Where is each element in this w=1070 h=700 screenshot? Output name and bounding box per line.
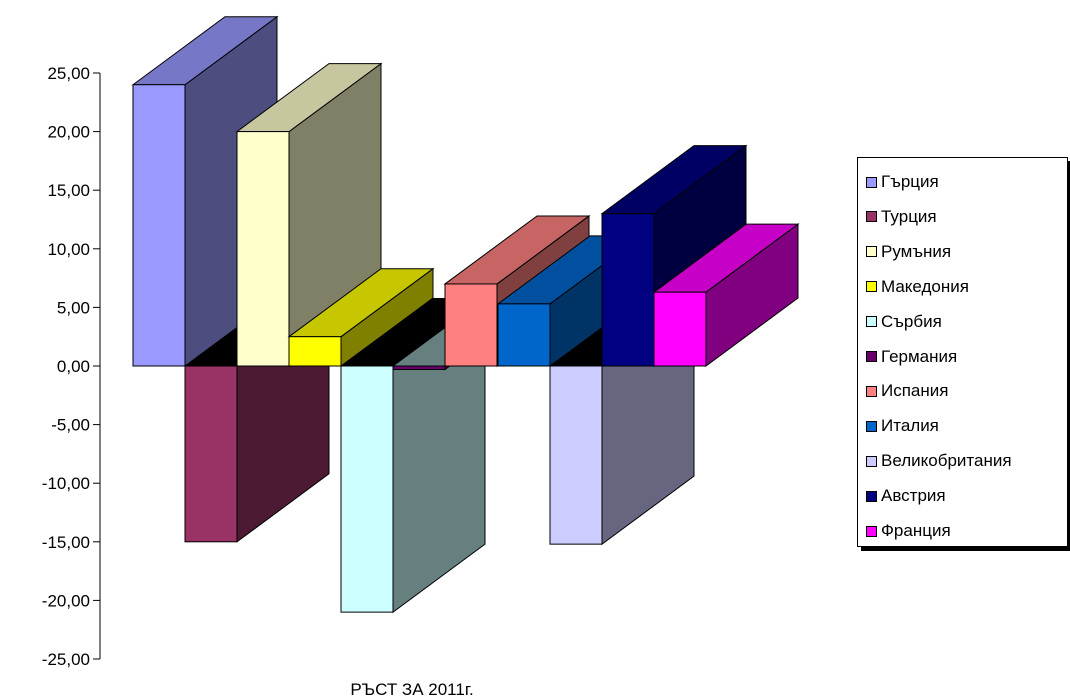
legend-swatch — [866, 455, 877, 467]
bar-front — [288, 336, 342, 367]
legend-label: Гърция — [881, 172, 939, 191]
legend-label: Турция — [881, 206, 937, 226]
legend-label: Великобритания — [881, 451, 1012, 471]
y-tick-label: -15,00 — [42, 533, 90, 552]
bar-front — [236, 131, 290, 367]
legend-swatch — [866, 211, 877, 223]
legend-item: Франция — [866, 518, 951, 544]
legend-swatch — [866, 385, 877, 397]
legend-swatch — [866, 281, 877, 293]
legend-swatch — [866, 176, 877, 188]
legend-swatch — [866, 246, 877, 258]
bar-front — [601, 213, 655, 367]
legend-label: Австрия — [881, 486, 946, 506]
x-axis-label: РЪСТ ЗА 2011г. — [350, 680, 473, 699]
legend-item: Македония — [866, 274, 969, 300]
legend-swatch — [866, 490, 877, 502]
bar-front — [132, 84, 186, 367]
y-tick-label: -10,00 — [42, 474, 90, 493]
legend-item: Австрия — [866, 483, 946, 509]
bar-front — [444, 283, 498, 367]
y-tick-label: 15,00 — [47, 181, 90, 200]
y-tick-label: 10,00 — [47, 240, 90, 259]
y-tick-label: 5,00 — [57, 298, 90, 317]
legend-item: Италия — [866, 413, 939, 439]
legend: Гърция Турция Румъния Македония Сърбия Герман… — [857, 157, 1068, 547]
legend-swatch — [866, 525, 877, 537]
legend-item: Турция — [866, 204, 937, 230]
legend-label: Македония — [881, 276, 969, 296]
bar-front — [392, 365, 446, 371]
bar-front — [653, 291, 707, 367]
y-tick-label: 25,00 — [47, 64, 90, 83]
bar — [340, 297, 486, 614]
legend-item: Гърция — [866, 169, 939, 195]
bar-front — [549, 365, 603, 545]
bar — [652, 223, 800, 367]
legend-label: Франция — [881, 521, 951, 540]
legend-item: Сърбия — [866, 309, 942, 335]
legend-item: Великобритания — [866, 448, 1012, 474]
bar-front — [184, 365, 238, 543]
legend-item: Германия — [866, 344, 957, 370]
legend-label: Сърбия — [881, 311, 942, 331]
y-tick-label: -20,00 — [42, 591, 90, 610]
y-tick-label: -5,00 — [51, 416, 90, 435]
legend-label: Испания — [881, 381, 949, 401]
y-axis: 25,00 20,00 15,00 10,00 5,00 0,00 -5,00 -10,00 -… — [42, 64, 101, 669]
bar-front — [340, 365, 394, 613]
y-tick-label: -25,00 — [42, 650, 90, 669]
legend-item: Испания — [866, 378, 948, 404]
legend-item: Румъния — [866, 239, 951, 265]
legend-label: Германия — [881, 346, 958, 366]
legend-swatch — [866, 420, 877, 432]
y-tick-label: 20,00 — [47, 123, 90, 142]
bars — [131, 15, 800, 614]
bar — [287, 267, 435, 367]
bar-front — [497, 303, 551, 367]
legend-label: Румъния — [881, 241, 952, 261]
legend-swatch — [866, 316, 877, 328]
legend-swatch — [866, 351, 877, 362]
legend-label: Италия — [881, 416, 939, 436]
y-tick-label: 0,00 — [57, 357, 90, 376]
